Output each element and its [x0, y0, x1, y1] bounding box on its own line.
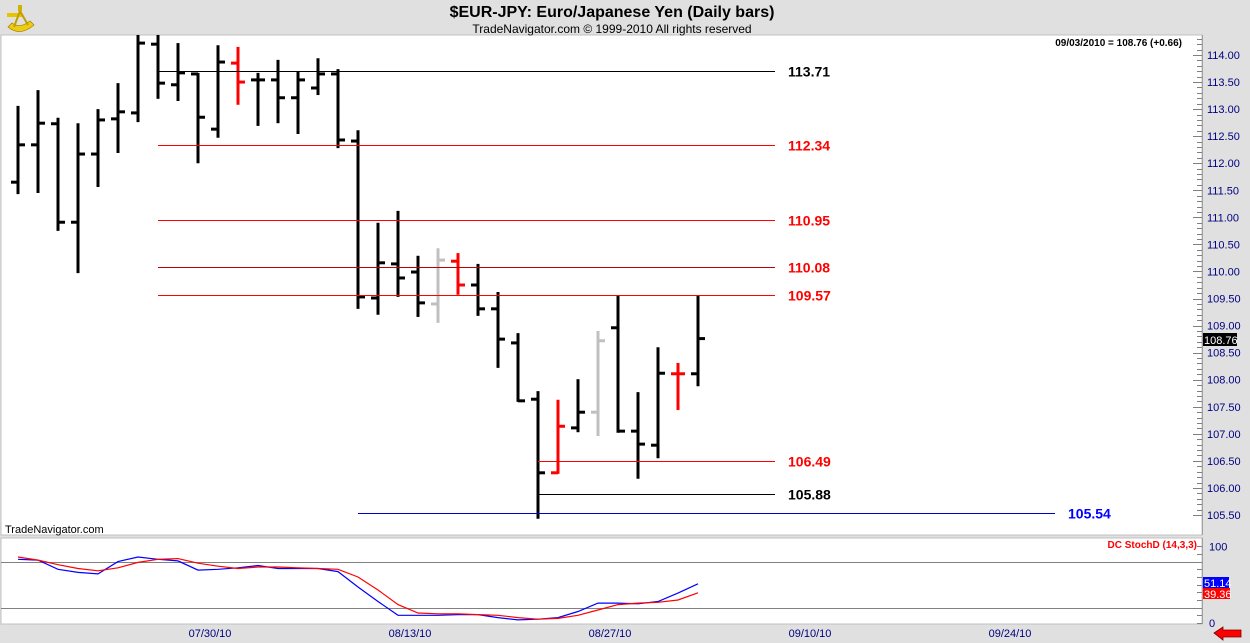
price-bar [111, 83, 125, 153]
price-bar [171, 43, 185, 102]
price-tick-label: 110.50 [1207, 239, 1240, 251]
price-tick-label: 106.50 [1207, 456, 1241, 468]
price-readout: 09/03/2010 = 108.76 (+0.66) [1055, 38, 1182, 49]
logo-sextant-icon [7, 5, 35, 32]
level-label: 110.95 [788, 213, 830, 229]
date-tick-label: 08/13/10 [389, 628, 432, 640]
price-tick-label: 107.00 [1207, 429, 1241, 441]
level-label: 113.71 [788, 64, 830, 80]
watermark: TradeNavigator.com [5, 524, 104, 536]
price-bar [471, 263, 485, 316]
stoch-tick-label: 0 [1209, 618, 1215, 630]
price-bar [271, 59, 285, 124]
price-panel [0, 34, 1203, 536]
price-tick-label: 113.00 [1207, 104, 1240, 116]
date-axis: 07/30/10 08/13/10 08/27/10 09/10/10 09/24/10 [189, 628, 1032, 640]
price-tick-label: 113.50 [1207, 77, 1240, 89]
price-tick-label: 111.00 [1207, 212, 1239, 224]
price-bar [531, 391, 545, 519]
price-bar [671, 362, 685, 411]
price-bar [51, 117, 65, 231]
stochastic-panel [0, 537, 1203, 625]
price-tick-label: 111.50 [1207, 185, 1239, 197]
price-bar [291, 71, 305, 135]
price-tick-label: 110.00 [1207, 266, 1240, 278]
date-tick-label: 08/27/10 [589, 628, 632, 640]
price-bar [591, 331, 605, 437]
level-label: 110.08 [788, 260, 830, 276]
price-bars-layer [11, 35, 705, 519]
stoch-d-value: 39.36 [1204, 589, 1232, 601]
price-bar [511, 333, 525, 403]
price-bar [191, 72, 205, 164]
stoch-d-box [1203, 588, 1230, 599]
price-tick-label: 108.50 [1207, 348, 1241, 360]
price-bar [351, 130, 365, 309]
price-bar [491, 292, 505, 368]
price-bar [231, 46, 245, 105]
stoch-k-line [17, 556, 699, 621]
price-tick-label: 108.00 [1207, 375, 1241, 387]
levels-layer: 113.71 112.34 110.95 110.08 109.57 106.49 105.… [158, 64, 1111, 522]
price-tick-label: 107.50 [1207, 402, 1241, 414]
price-bar [371, 222, 385, 315]
level-label: 105.88 [788, 487, 831, 503]
price-bar [691, 295, 705, 387]
price-bar [251, 72, 265, 126]
stochastic-layer: 100 0 [1, 538, 1227, 630]
level-label: 105.54 [1068, 506, 1111, 522]
price-tick-label: 114.00 [1207, 50, 1240, 62]
price-bar [431, 248, 445, 323]
price-tick-label: 106.00 [1207, 483, 1241, 495]
stochastic-title: DC StochD (14,3,3) [1108, 540, 1197, 551]
chart-subtitle: TradeNavigator.com © 1999-2010 All right… [472, 22, 751, 36]
price-bar [391, 210, 405, 297]
date-tick-label: 09/10/10 [789, 628, 832, 640]
price-bar [411, 255, 425, 317]
price-bar [651, 347, 665, 459]
price-bar [311, 58, 325, 96]
date-tick-label: 07/30/10 [189, 628, 232, 640]
price-bar [451, 253, 465, 295]
price-bar [91, 109, 105, 188]
level-label: 106.49 [788, 454, 831, 470]
chart-title: $EUR-JPY: Euro/Japanese Yen (Daily bars) [450, 4, 775, 21]
date-tick-label: 09/24/10 [989, 628, 1032, 640]
price-bar [331, 69, 345, 149]
price-bar [151, 35, 165, 99]
price-tick-label: 105.50 [1207, 510, 1241, 522]
stoch-k-box [1203, 577, 1229, 588]
price-bar [11, 105, 25, 195]
price-bar [631, 392, 645, 479]
price-bar [131, 35, 145, 123]
last-price-label: 108.76 [1204, 335, 1238, 347]
price-bar [571, 379, 585, 433]
price-bar [31, 90, 45, 194]
stoch-d-line [17, 556, 699, 620]
price-bar [211, 45, 225, 138]
level-label: 109.57 [788, 288, 831, 304]
price-tick-label: 109.50 [1207, 294, 1241, 306]
price-axis: 114.00 113.50 113.00 112.50 112.00 111.50 111.… [1193, 35, 1241, 535]
stoch-tick-label: 100 [1209, 541, 1227, 553]
level-label: 112.34 [788, 138, 830, 154]
price-bar [611, 295, 625, 433]
price-tick-label: 109.00 [1207, 321, 1241, 333]
stoch-k-value: 51.14 [1204, 578, 1232, 590]
last-price-box [1203, 333, 1237, 346]
price-tick-label: 112.50 [1207, 131, 1240, 143]
scroll-left-arrow-icon[interactable] [1213, 626, 1242, 641]
price-bar [71, 123, 85, 274]
price-tick-label: 112.00 [1207, 158, 1240, 170]
